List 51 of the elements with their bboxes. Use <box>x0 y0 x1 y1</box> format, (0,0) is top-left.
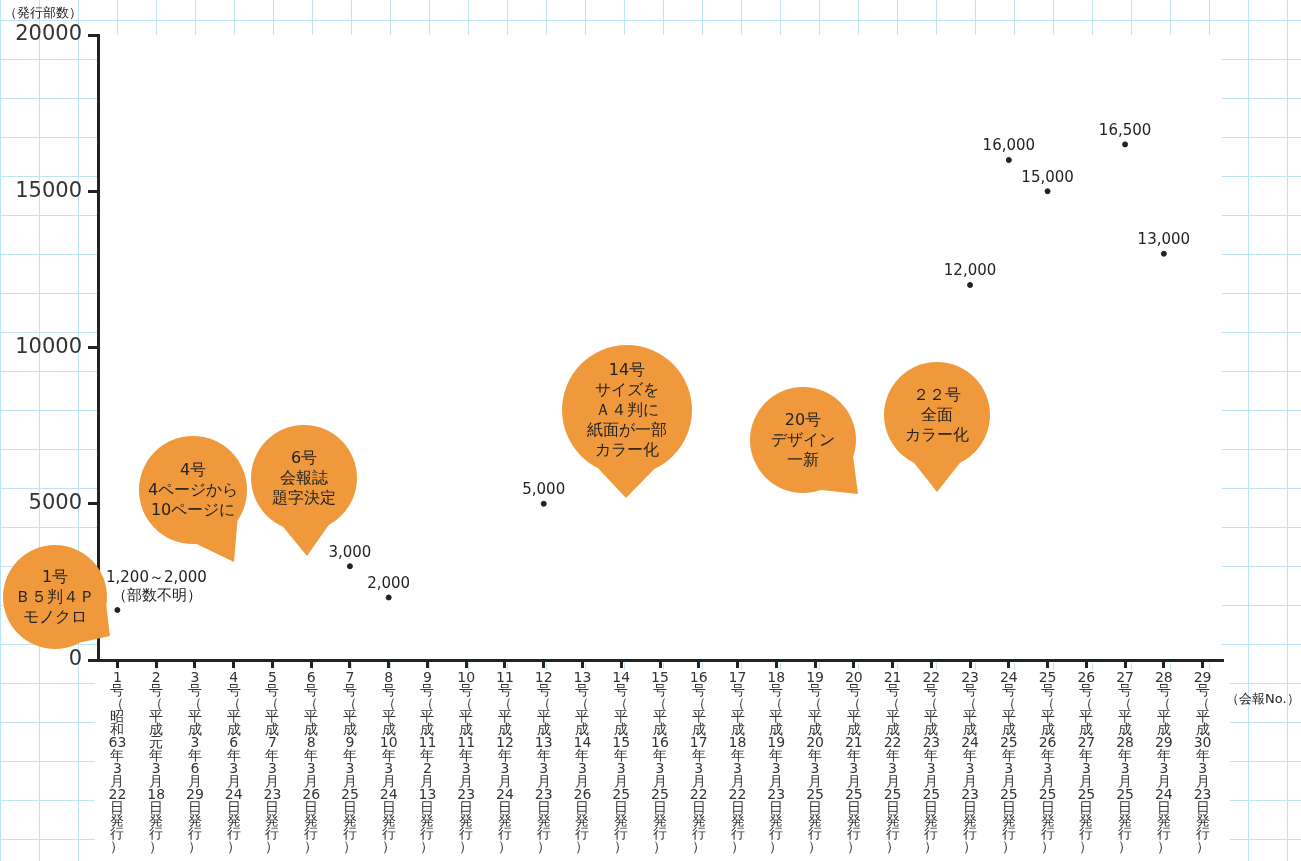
category-label: 10号（平成11年3月23日発行） <box>457 669 476 855</box>
category-label: 18号（平成19年3月23日発行） <box>767 669 786 855</box>
category-label: 2号（平成元年3月18日発行） <box>147 669 166 855</box>
annotation: 4号4ページから10ページに <box>148 460 239 520</box>
category-label: 23号（平成24年3月23日発行） <box>961 669 979 855</box>
category-label: 22号（平成23年3月25日発行） <box>922 669 941 855</box>
data-label: 13,000 <box>1137 230 1191 249</box>
y-tick-label: 0 <box>68 646 82 671</box>
data-label: 2,000 <box>367 573 411 592</box>
category-label: 26号（平成27年3月25日発行） <box>1077 669 1096 855</box>
category-label: 13号（平成14年3月26日発行） <box>573 669 592 855</box>
category-label: 21号（平成22年3月25日発行） <box>883 669 902 855</box>
x-axis-title: （会報No.） <box>1226 691 1300 707</box>
category-label: 17号（平成18年3月22日発行） <box>728 669 747 855</box>
category-label: 20号（平成21年3月25日発行） <box>844 669 863 855</box>
y-tick-label: 5000 <box>28 490 82 515</box>
data-label: 3,000 <box>328 542 372 561</box>
data-label: 1,200～2,000（部数不明） <box>106 568 207 605</box>
category-label: 14号（平成15年3月25日発行） <box>612 669 631 855</box>
category-label: 12号（平成13年3月23日発行） <box>534 669 553 855</box>
y-tick-label: 10000 <box>15 333 82 358</box>
category-label: 7号（平成9年3月25日発行） <box>341 669 359 855</box>
category-label: 16号（平成17年3月22日発行） <box>689 669 708 855</box>
data-label: 5,000 <box>522 480 566 499</box>
data-label: 15,000 <box>1021 167 1074 186</box>
data-label: 12,000 <box>943 261 997 280</box>
category-label: 27号（平成28年3月25日発行） <box>1116 669 1135 855</box>
y-tick-label: 20000 <box>15 21 82 46</box>
category-label: 19号（平成20年3月25日発行） <box>806 669 824 855</box>
category-label: 28号（平成29年3月24日発行） <box>1154 669 1173 855</box>
category-label: 29号（平成30年3月23日発行） <box>1193 669 1212 855</box>
data-label: 16,000 <box>982 136 1036 155</box>
annotation: ２２号全面カラー化 <box>905 385 969 445</box>
data-label: 16,500 <box>1098 120 1152 139</box>
category-label: 11号（平成12年3月24日発行） <box>496 669 514 855</box>
annotation: 14号サイズをＡ４判に紙面が一部カラー化 <box>587 360 667 460</box>
category-label: 15号（平成16年3月25日発行） <box>651 669 669 855</box>
category-label: 5号（平成7年3月23日発行） <box>263 669 282 855</box>
category-label: 24号（平成25年3月25日発行） <box>999 669 1018 855</box>
text: 1号Ｂ５判４Ｐモノクロ <box>15 567 95 627</box>
category-label: 25号（平成26年3月25日発行） <box>1038 669 1057 855</box>
y-tick-label: 15000 <box>15 177 82 202</box>
category-label: 3号（平成3年6月29日発行） <box>185 669 204 855</box>
y-axis-title: （発行部数） <box>4 5 82 21</box>
category-label: 4号（平成6年3月24日発行） <box>224 669 243 855</box>
category-label: 9号（平成11年2月13日発行） <box>418 669 437 855</box>
annotation: 20号デザイン一新 <box>771 410 835 470</box>
category-label: 8号（平成10年3月24日発行） <box>379 669 398 855</box>
category-label: 1号（昭和63年3月22日発行） <box>108 669 127 855</box>
annotation: 6号会報誌題字決定 <box>272 448 336 508</box>
category-label: 6号（平成8年3月26日発行） <box>302 669 321 855</box>
